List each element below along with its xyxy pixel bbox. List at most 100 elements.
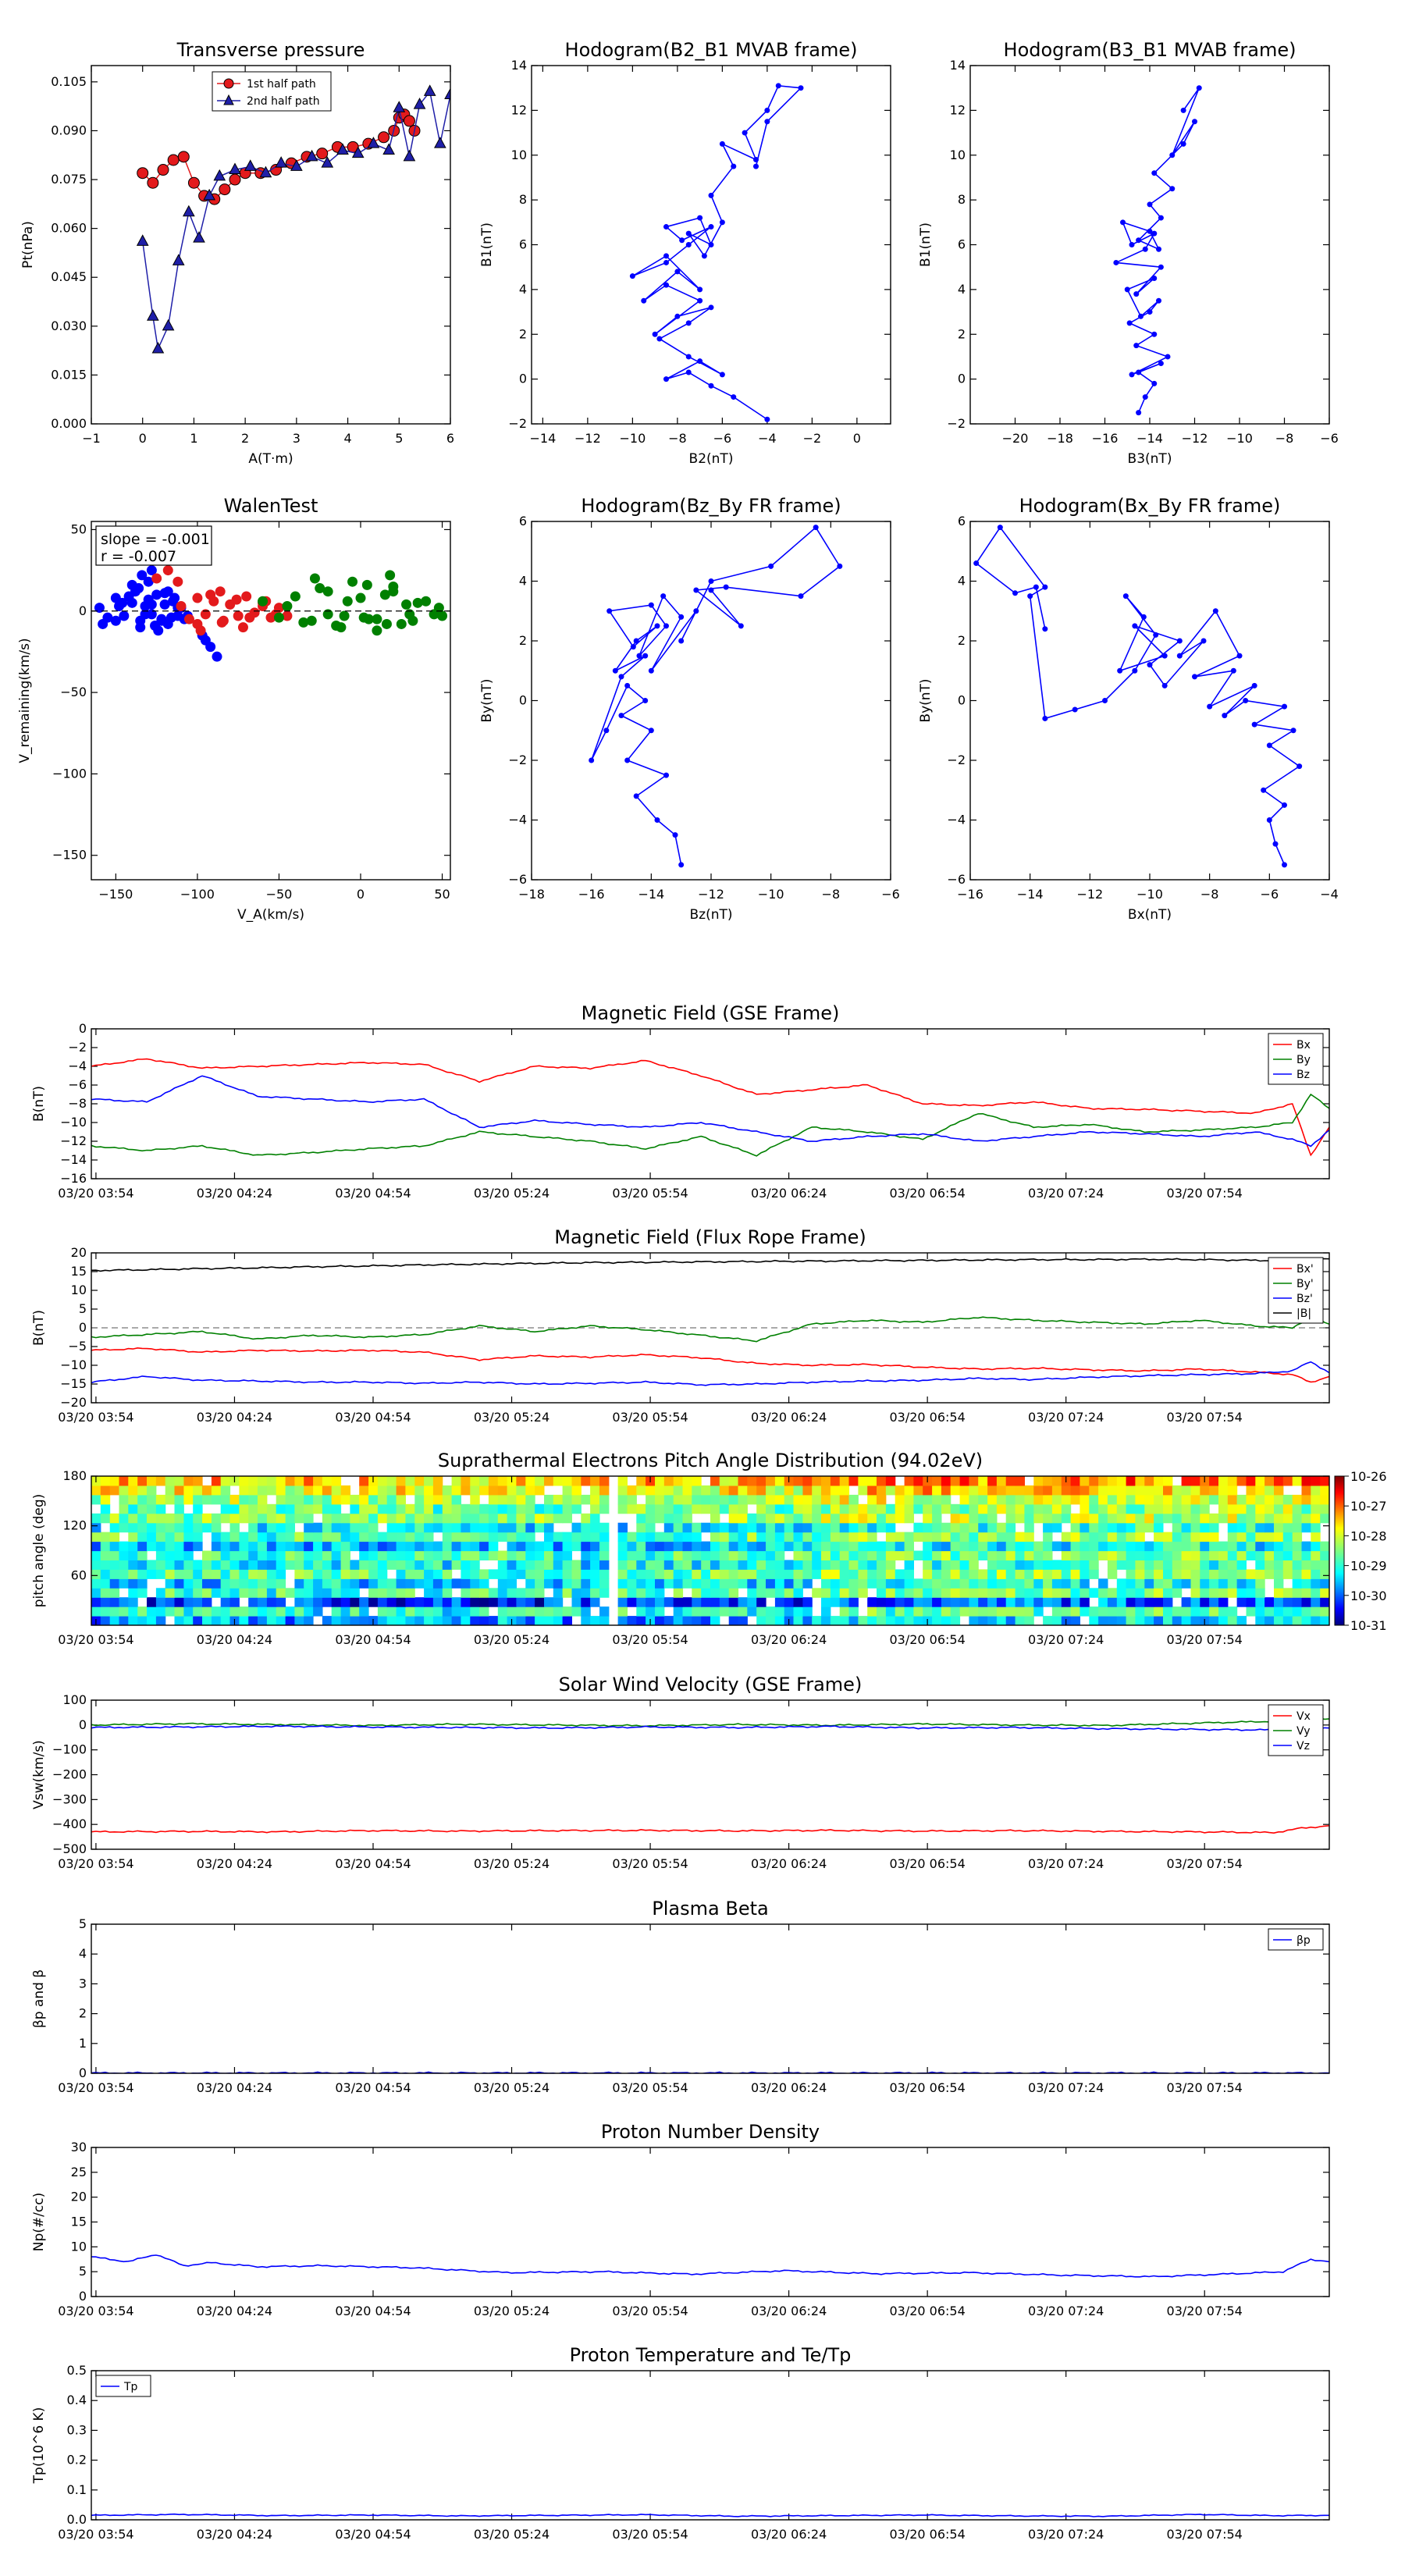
pad-cell — [848, 1578, 859, 1589]
pad-cell — [479, 1578, 489, 1589]
pad-cell — [340, 1578, 350, 1589]
pad-cell — [571, 1588, 582, 1598]
pad-cell — [239, 1485, 249, 1496]
pad-cell — [229, 1606, 240, 1617]
pad-cell — [987, 1606, 998, 1617]
pad-cell — [617, 1578, 628, 1589]
mffr-time-tick-label: 03/20 05:54 — [612, 1410, 688, 1425]
pad-cell — [941, 1541, 951, 1552]
pad-cell — [867, 1597, 877, 1607]
pad-cell — [858, 1588, 868, 1598]
h1-ytick-label: 0 — [519, 372, 527, 386]
pad-cell — [340, 1550, 350, 1560]
vsw-time-tick-label: 03/20 07:24 — [1028, 1856, 1104, 1871]
pad-cell — [220, 1541, 231, 1552]
pad-cell — [239, 1569, 249, 1579]
h1-ytick-label: 12 — [511, 102, 527, 117]
h1-path-point — [764, 416, 770, 422]
pad-cell — [119, 1616, 129, 1625]
pad-time-tick-label: 03/20 04:54 — [335, 1632, 411, 1647]
pad-cell — [424, 1550, 434, 1560]
pad-cell — [220, 1476, 231, 1486]
pad-cell — [728, 1541, 739, 1552]
pad-cell — [516, 1541, 526, 1552]
pad-cell — [1200, 1569, 1210, 1579]
h2-path-point — [1151, 331, 1158, 337]
pad-cell — [562, 1588, 572, 1598]
pad-cell — [655, 1569, 665, 1579]
tp-title: Proton Temperature and Te/Tp — [570, 2344, 852, 2366]
pad-cell — [368, 1569, 379, 1579]
pad-cell — [1236, 1513, 1247, 1524]
walen-scatter-point — [165, 612, 176, 623]
pad-cell — [313, 1569, 323, 1579]
pad-cell — [830, 1569, 841, 1579]
pad-cell — [405, 1588, 415, 1598]
pad-cell — [91, 1597, 101, 1607]
pad-cell — [147, 1522, 157, 1533]
mffr-timeseries-chart: Magnetic Field (Flux Rope Frame)B(nT)−20… — [31, 1226, 1330, 1425]
pad-cell — [544, 1532, 554, 1542]
beta-time-tick-label: 03/20 06:24 — [751, 2080, 827, 2095]
beta-time-tick-label: 03/20 04:24 — [197, 2080, 272, 2095]
pad-cell — [646, 1532, 656, 1542]
pad-cell — [202, 1485, 212, 1496]
pt-series-line — [141, 90, 450, 351]
pad-cell — [1144, 1588, 1154, 1598]
walen-scatter-point — [401, 599, 412, 610]
pad-cell — [728, 1522, 739, 1533]
pad-cell — [1274, 1494, 1284, 1505]
pad-cell — [617, 1550, 628, 1560]
pad-cell — [461, 1597, 471, 1607]
tp-time-tick-label: 03/20 03:54 — [58, 2527, 133, 2542]
pad-cell — [692, 1588, 702, 1598]
pad-cell — [830, 1513, 841, 1524]
h4-path-point — [1251, 682, 1257, 688]
pad-cell — [1024, 1569, 1034, 1579]
pad-cell — [1126, 1578, 1136, 1589]
pad-cell — [655, 1485, 665, 1496]
pad-cell — [266, 1588, 277, 1598]
pad-cell — [1089, 1513, 1099, 1524]
pad-cell — [258, 1588, 268, 1598]
pad-cell — [562, 1476, 572, 1486]
walen-scatter-point — [137, 570, 148, 581]
pad-cell — [571, 1503, 582, 1514]
pad-cell — [1320, 1513, 1329, 1524]
pad-cell — [766, 1606, 776, 1617]
h4-path-point — [1140, 614, 1147, 620]
pad-cell — [784, 1588, 795, 1598]
pad-cell — [987, 1578, 998, 1589]
h3-x-axis-label: Bz(nT) — [689, 907, 732, 923]
walen-scatter-point — [119, 610, 130, 621]
pad-cell — [627, 1616, 637, 1625]
h4-path-point — [1282, 802, 1287, 808]
pad-cell — [396, 1569, 406, 1579]
walen-scatter-point — [218, 615, 229, 626]
pad-cell — [978, 1494, 988, 1505]
pad-cell — [932, 1560, 942, 1570]
pad-cell — [174, 1476, 184, 1486]
pad-cell — [248, 1522, 258, 1533]
pad-cell — [663, 1532, 674, 1542]
h1-path-point — [764, 119, 770, 125]
mfgse-time-tick-label: 03/20 05:24 — [474, 1186, 550, 1201]
pt-point-2nd-half — [382, 143, 395, 155]
pad-cell — [368, 1522, 379, 1533]
pad-cell — [1005, 1560, 1016, 1570]
pad-cell — [904, 1560, 914, 1570]
pad-cell — [193, 1569, 203, 1579]
pad-cell — [774, 1503, 785, 1514]
h1-y-axis-label: B1(nT) — [479, 222, 495, 267]
pad-cell — [442, 1532, 453, 1542]
pt-point-2nd-half — [351, 146, 365, 158]
pad-cell — [784, 1606, 795, 1617]
pad-cell — [766, 1569, 776, 1579]
pad-cell — [285, 1522, 295, 1533]
pad-cell — [331, 1541, 342, 1552]
pad-cell — [1320, 1485, 1329, 1496]
pad-cell — [525, 1485, 535, 1496]
h3-path-point — [618, 713, 624, 719]
h4-ytick-label: −6 — [947, 872, 966, 887]
h1-path-point — [652, 331, 658, 337]
